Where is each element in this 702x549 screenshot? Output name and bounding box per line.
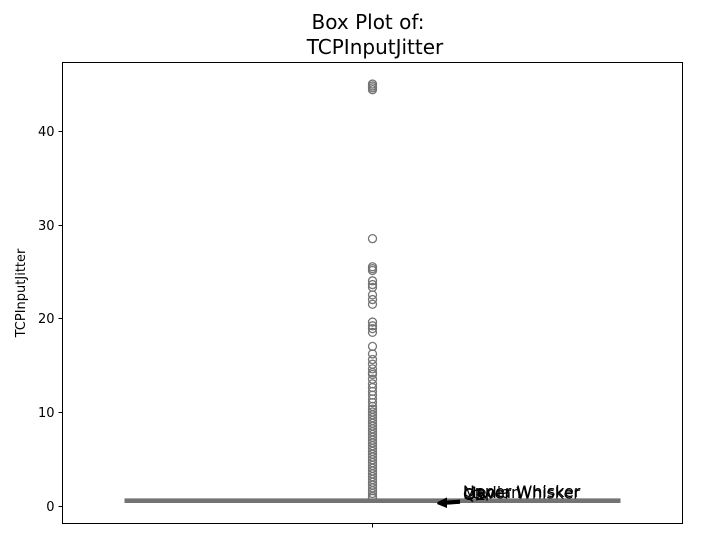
outlier-point-22 (367, 364, 378, 374)
outlier-point-3 (367, 85, 378, 95)
chart-title-line-1: Box Plot of: (312, 10, 425, 34)
outlier-point-31 (367, 397, 378, 408)
chart-title-line-2: TCPInputJitter (306, 35, 444, 59)
annotation-label-4: Lower Whisker (463, 483, 580, 502)
outlier-point-15 (367, 321, 378, 331)
y-tick-label-40: 40 (38, 125, 55, 140)
y-tick-label-20: 20 (38, 312, 55, 327)
y-tick-label-10: 10 (38, 406, 55, 421)
outlier-point-18 (367, 341, 378, 352)
y-axis: 0 10 20 30 40 (38, 125, 63, 515)
outlier-point-20 (367, 354, 378, 365)
annotation-arrow-4 (445, 501, 461, 505)
y-tick-label-30: 30 (38, 219, 55, 234)
outlier-point-65 (367, 493, 378, 503)
annotation-label-2: Median (463, 483, 521, 502)
outlier-point-11 (367, 290, 378, 300)
outlier-point-13 (367, 299, 378, 309)
annotation-label-0: Upper Whisker (463, 482, 581, 501)
outlier-point-24 (367, 369, 378, 380)
outlier-point-9 (367, 279, 378, 290)
annotation-label-1: Q3 (463, 485, 486, 504)
y-axis-label: TCPInputJitter (14, 248, 29, 338)
outlier-point-63 (367, 488, 378, 499)
outlier-point-12 (367, 294, 378, 305)
annotation-arrowhead-4 (437, 498, 447, 508)
outlier-point-7 (367, 265, 378, 276)
outlier-point-4 (367, 234, 378, 244)
box-plot-marks (124, 79, 621, 503)
plot-area-frame (62, 62, 683, 524)
outlier-point-8 (367, 276, 378, 286)
outlier-point-16 (367, 323, 378, 334)
outlier-point-19 (367, 349, 378, 359)
outlier-point-17 (367, 327, 378, 338)
outlier-point-14 (367, 317, 378, 327)
annotation-label-3: Q1 (463, 485, 486, 504)
y-tick-label-0: 0 (46, 500, 54, 515)
